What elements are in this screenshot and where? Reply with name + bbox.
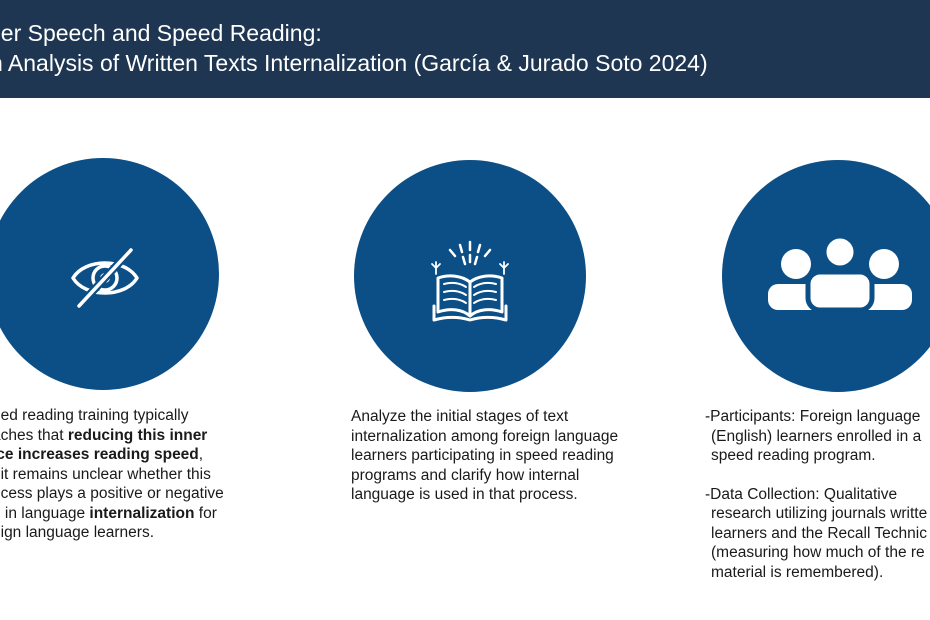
data-collection-line-1: -Data Collection: Qualitative	[705, 485, 898, 503]
circle-eye	[0, 158, 219, 390]
col1-line-2: aches that reducing this inner	[0, 426, 208, 444]
col2-line-1: Analyze the initial stages of text	[351, 408, 569, 425]
col1-line-1: eed reading training typically	[0, 407, 189, 424]
data-collection-line-3: learners and the Recall Technic	[711, 524, 927, 542]
col1-line-3: ice increases reading speed,	[0, 446, 204, 463]
title-line-2: n Analysis of Written Texts Internalizat…	[0, 50, 708, 76]
group-icon	[766, 236, 914, 312]
data-collection-line-5: material is remembered).	[711, 563, 884, 581]
col2-line-5: language is used in that process.	[351, 486, 578, 503]
col2-line-2: internalization among foreign language	[351, 427, 619, 445]
circle-book	[354, 160, 586, 392]
eye-slash-icon	[69, 246, 141, 310]
data-collection-line-4: (measuring how much of the re	[711, 544, 925, 561]
column-background: eed reading training typically aches tha…	[0, 406, 254, 543]
circle-group	[722, 160, 930, 392]
open-book-icon	[430, 240, 510, 322]
col2-line-3: learners participating in speed reading	[351, 447, 614, 464]
title-banner: ner Speech and Speed Reading: n Analysis…	[0, 0, 930, 98]
col1-line-7: eign language learners.	[0, 524, 155, 541]
col2-line-4: programs and clarify how internal	[351, 466, 580, 484]
col1-line-6: e in language internalization for	[0, 504, 217, 522]
column-objective: Analyze the initial stages of text inter…	[351, 407, 651, 505]
data-collection-line-2: research utilizing journals writte	[711, 505, 928, 522]
column-methods: -Participants: Foreign language (English…	[705, 407, 930, 582]
participants-line-1: -Participants: Foreign language	[705, 408, 921, 425]
col1-line-5: ocess plays a positive or negative	[0, 485, 224, 502]
participants-line-2: (English) learners enrolled in a	[711, 427, 922, 445]
participants-line-3: speed reading program.	[711, 447, 876, 464]
col1-line-4: t it remains unclear whether this	[0, 465, 211, 483]
title-line-1: ner Speech and Speed Reading:	[0, 20, 322, 46]
